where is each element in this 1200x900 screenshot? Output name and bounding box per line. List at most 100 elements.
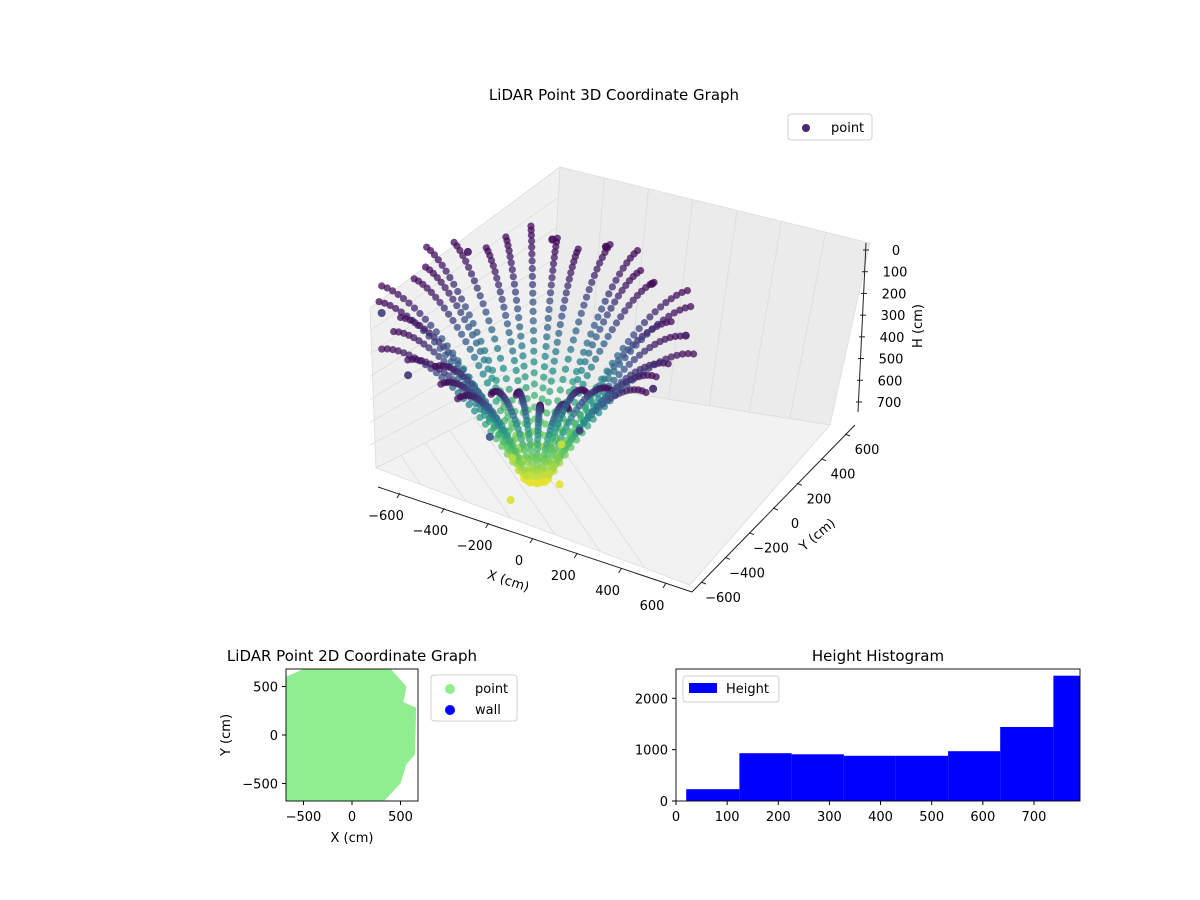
point-3d	[567, 345, 575, 354]
point-3d	[520, 362, 528, 370]
point-3d	[616, 360, 624, 368]
x-tick-3d	[662, 582, 667, 589]
legend-histogram: Height	[682, 675, 780, 703]
point-3d	[465, 263, 473, 271]
x-tick-label-hist: 300	[817, 810, 842, 825]
point-3d	[605, 290, 613, 298]
point-3d	[643, 330, 651, 338]
point-3d	[619, 344, 627, 353]
point-3d	[588, 278, 596, 286]
point-3d	[547, 440, 555, 448]
sample-point-3d	[508, 453, 517, 462]
y-tick-label-3d: 400	[831, 468, 856, 483]
point-3d	[570, 258, 578, 266]
point-3d	[546, 297, 554, 305]
point-3d	[629, 296, 637, 304]
point-3d	[540, 363, 549, 371]
histogram-bar	[686, 789, 740, 801]
point-3d	[587, 330, 595, 338]
y-tick-label-3d: −600	[705, 591, 741, 606]
point-3d	[436, 298, 444, 307]
point-3d	[587, 363, 596, 371]
point-3d	[500, 303, 508, 311]
point-3d	[549, 367, 557, 375]
x-tick-label-hist: 500	[919, 810, 944, 825]
point-3d	[425, 329, 433, 337]
sample-point-3d	[485, 432, 494, 441]
point-3d	[517, 459, 526, 467]
point-3d	[530, 380, 539, 388]
sample-point-3d	[575, 426, 584, 435]
point-3d	[441, 284, 449, 292]
point-3d	[473, 284, 481, 292]
sample-point-3d	[557, 440, 566, 449]
grid-line	[749, 221, 782, 413]
point-3d	[597, 398, 605, 406]
x-tick-label-hist: 100	[715, 810, 740, 825]
point-3d	[618, 286, 626, 295]
z-tick-label-3d: 700	[877, 396, 902, 411]
point-3d	[489, 262, 497, 270]
point-3d	[528, 257, 536, 265]
point-3d	[444, 348, 453, 356]
x-tick-label-2d: 0	[348, 810, 356, 825]
point-3d	[593, 265, 601, 273]
point-3d	[622, 281, 630, 289]
point-3d	[495, 281, 503, 289]
point-3d	[646, 313, 654, 321]
point-3d	[572, 327, 580, 335]
point-3d	[551, 445, 559, 453]
point-3d	[386, 301, 394, 310]
point-3d	[673, 291, 681, 299]
point-3d	[453, 302, 461, 310]
x-tick-label-hist: 200	[766, 810, 791, 825]
point-3d	[562, 289, 570, 297]
x-tick-3d	[573, 552, 578, 559]
point-3d	[665, 312, 673, 320]
point-3d	[549, 451, 557, 459]
point-3d	[522, 452, 530, 460]
point-3d	[484, 365, 492, 373]
point-3d	[583, 372, 591, 380]
point-3d	[528, 272, 537, 280]
point-3d	[476, 347, 484, 355]
point-3d	[545, 446, 553, 454]
point-3d	[432, 293, 440, 301]
point-3d	[496, 354, 505, 362]
point-3d	[662, 299, 670, 307]
point-3d	[590, 321, 599, 329]
point-3d	[623, 259, 631, 267]
point-3d	[499, 437, 507, 446]
z-tick-label-3d: 300	[881, 309, 906, 324]
point-3d	[577, 309, 585, 317]
sample-point-3d	[649, 384, 658, 393]
grid-line	[789, 232, 827, 419]
point-3d	[505, 329, 513, 337]
point-3d	[394, 347, 402, 355]
point-3d	[465, 311, 473, 319]
grid-line	[708, 210, 738, 406]
point-3d	[543, 409, 551, 417]
point-3d	[405, 299, 413, 307]
y-tick-label-2d: 0	[270, 729, 278, 744]
point-3d	[435, 338, 443, 346]
histogram-bar	[739, 753, 792, 801]
histogram-bar	[791, 754, 844, 801]
point-3d	[681, 304, 689, 312]
point-3d	[547, 377, 555, 385]
point-3d	[491, 335, 499, 343]
point-3d	[507, 338, 515, 346]
point-3d	[427, 288, 435, 296]
point-3d	[582, 293, 591, 301]
point-3d	[637, 335, 646, 344]
x-tick-label-hist: 600	[970, 810, 995, 825]
x-tick-label-3d: 0	[515, 554, 523, 569]
point-3d	[462, 257, 470, 265]
z-tick-label-3d: 200	[882, 287, 907, 302]
point-3d	[552, 348, 560, 356]
point-3d	[543, 452, 551, 460]
sample-point-3d	[601, 242, 610, 251]
y-tick-label-3d: −200	[753, 542, 789, 557]
x-tick-label-3d: −400	[412, 524, 448, 539]
point-3d	[557, 434, 565, 442]
